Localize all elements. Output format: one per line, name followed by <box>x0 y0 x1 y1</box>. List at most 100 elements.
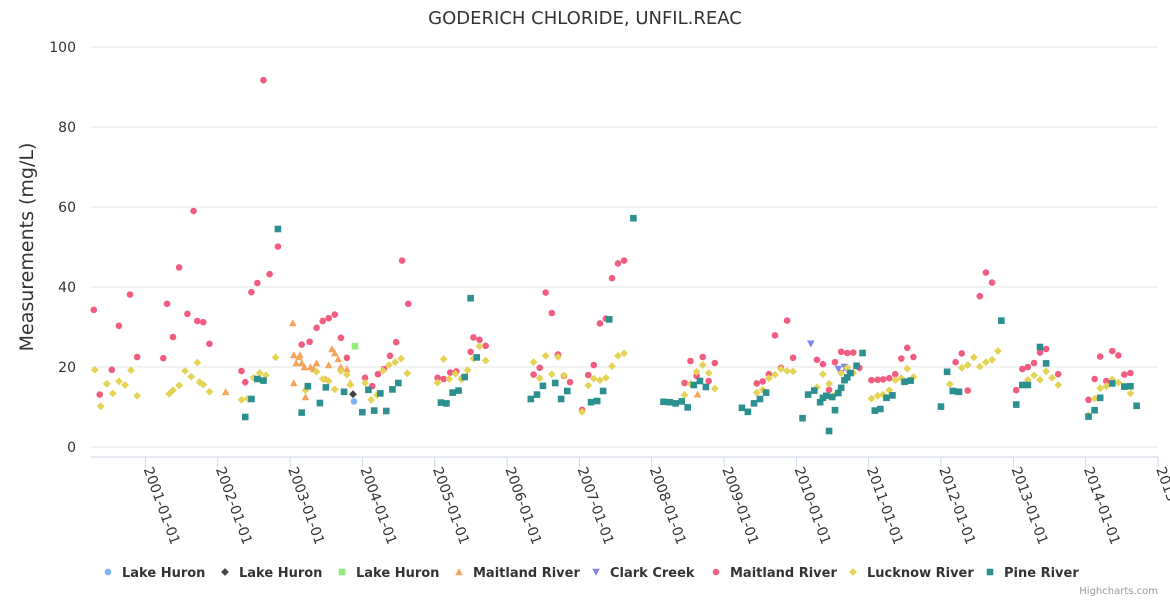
legend-symbol[interactable] <box>221 568 229 576</box>
data-point[interactable] <box>868 376 875 384</box>
data-point[interactable] <box>96 402 105 411</box>
data-point[interactable] <box>370 407 378 414</box>
data-point[interactable] <box>955 388 963 396</box>
data-point[interactable] <box>367 395 376 404</box>
data-point[interactable] <box>403 369 412 378</box>
data-point[interactable] <box>901 378 908 386</box>
data-point[interactable] <box>1042 360 1050 367</box>
data-point[interactable] <box>334 355 342 363</box>
data-point[interactable] <box>184 310 191 318</box>
data-point[interactable] <box>350 398 358 405</box>
data-point[interactable] <box>874 376 881 384</box>
data-point[interactable] <box>867 394 876 403</box>
data-point[interactable] <box>975 362 984 371</box>
data-point[interactable] <box>1127 382 1134 390</box>
data-point[interactable] <box>831 358 839 366</box>
data-point[interactable] <box>693 372 700 380</box>
data-point[interactable] <box>943 368 951 376</box>
data-point[interactable] <box>783 317 791 324</box>
data-point[interactable] <box>312 367 321 376</box>
data-point[interactable] <box>331 311 339 318</box>
data-point[interactable] <box>385 361 393 369</box>
data-point[interactable] <box>1024 381 1032 389</box>
data-point[interactable] <box>306 338 313 346</box>
data-point[interactable] <box>843 374 851 381</box>
data-point[interactable] <box>382 407 390 415</box>
data-point[interactable] <box>237 395 246 404</box>
data-point[interactable] <box>704 369 713 377</box>
legend-item[interactable]: Lake Huron <box>104 566 206 581</box>
data-point[interactable] <box>819 394 827 402</box>
data-point[interactable] <box>873 391 882 400</box>
data-point[interactable] <box>590 361 598 369</box>
data-point[interactable] <box>361 374 369 382</box>
data-point[interactable] <box>690 381 698 389</box>
data-point[interactable] <box>467 348 474 356</box>
data-point[interactable] <box>969 353 978 362</box>
data-point[interactable] <box>108 389 117 398</box>
data-point[interactable] <box>181 367 189 375</box>
data-point[interactable] <box>379 366 387 375</box>
data-point[interactable] <box>1085 413 1092 420</box>
data-point[interactable] <box>819 360 827 368</box>
data-point[interactable] <box>319 317 326 325</box>
data-point[interactable] <box>241 413 249 421</box>
data-point[interactable] <box>952 358 959 366</box>
data-point[interactable] <box>1115 352 1122 359</box>
data-point[interactable] <box>241 378 249 386</box>
data-point[interactable] <box>255 369 264 377</box>
data-point[interactable] <box>342 370 351 379</box>
data-point[interactable] <box>126 291 134 298</box>
data-point[interactable] <box>476 336 483 344</box>
data-point[interactable] <box>205 387 214 396</box>
data-point[interactable] <box>90 365 99 374</box>
data-point[interactable] <box>1042 345 1050 353</box>
data-point[interactable] <box>982 269 990 276</box>
data-point[interactable] <box>1127 369 1134 377</box>
data-point[interactable] <box>620 257 628 264</box>
data-point[interactable] <box>301 393 310 401</box>
data-point[interactable] <box>1091 375 1098 383</box>
data-point[interactable] <box>771 332 779 339</box>
data-point[interactable] <box>481 356 490 365</box>
data-point[interactable] <box>566 378 574 386</box>
data-point[interactable] <box>446 369 454 376</box>
data-point[interactable] <box>687 357 694 365</box>
data-point[interactable] <box>614 260 622 267</box>
data-point[interactable] <box>889 392 896 399</box>
data-point[interactable] <box>1121 371 1128 378</box>
credits-link[interactable]: Highcharts.com <box>1079 586 1158 597</box>
data-point[interactable] <box>560 371 568 380</box>
data-point[interactable] <box>693 390 702 398</box>
data-point[interactable] <box>810 387 818 394</box>
data-point[interactable] <box>343 354 351 362</box>
data-point[interactable] <box>133 391 142 400</box>
data-point[interactable] <box>789 367 797 376</box>
data-point[interactable] <box>799 414 806 422</box>
data-point[interactable] <box>187 372 196 381</box>
data-point[interactable] <box>813 356 821 364</box>
data-point[interactable] <box>660 398 667 406</box>
data-point[interactable] <box>449 389 456 396</box>
data-point[interactable] <box>373 391 381 399</box>
data-point[interactable] <box>289 379 298 387</box>
data-point[interactable] <box>620 349 629 358</box>
data-point[interactable] <box>199 318 207 326</box>
data-point[interactable] <box>463 366 472 375</box>
data-point[interactable] <box>937 403 945 410</box>
data-point[interactable] <box>696 377 704 385</box>
data-point[interactable] <box>159 354 167 362</box>
data-point[interactable] <box>853 362 860 370</box>
data-point[interactable] <box>190 207 197 215</box>
data-point[interactable] <box>998 317 1005 324</box>
data-point[interactable] <box>527 395 535 403</box>
data-point[interactable] <box>439 355 448 363</box>
data-point[interactable] <box>1108 380 1116 387</box>
data-point[interactable] <box>330 349 339 357</box>
data-point[interactable] <box>337 334 345 342</box>
data-point[interactable] <box>221 388 230 396</box>
data-point[interactable] <box>764 374 773 383</box>
data-point[interactable] <box>753 380 761 387</box>
data-point[interactable] <box>349 390 357 399</box>
legend-item[interactable]: Pine River <box>986 566 1080 581</box>
